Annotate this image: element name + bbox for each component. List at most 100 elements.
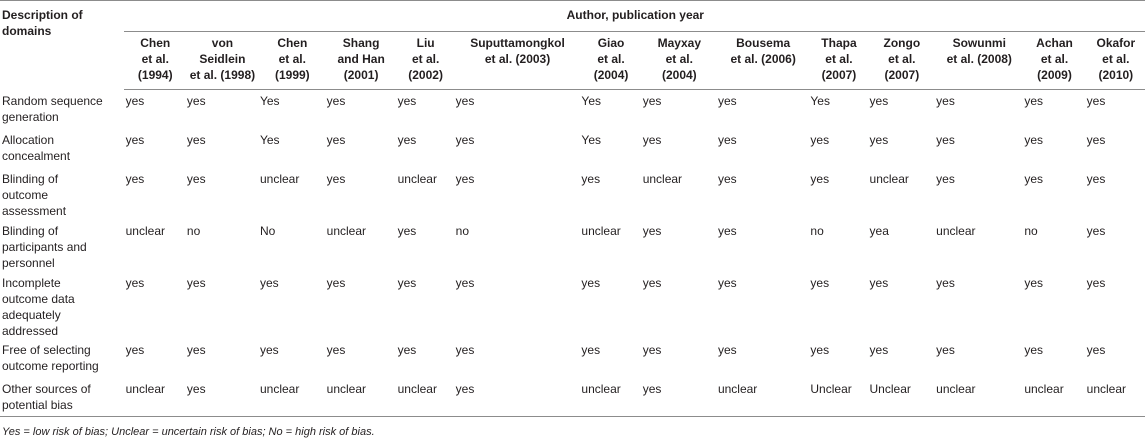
risk-value-cell: unclear xyxy=(123,377,185,417)
risk-value-cell: yes xyxy=(717,223,737,238)
header-row: Description of domains Author, publicati… xyxy=(0,0,1145,90)
table-body: Random sequence generation yes yes Yes yes ye… xyxy=(0,90,1145,417)
domain-label: Incomplete outcome data adequately addre… xyxy=(2,275,75,338)
risk-value-cell: unclear xyxy=(397,171,437,186)
domain-column-header: Description of domains xyxy=(0,0,124,90)
risk-value-cell: unclear xyxy=(395,377,454,417)
study-header: Liu et al. (2002) xyxy=(395,31,454,90)
risk-value-cell: yea xyxy=(869,223,889,238)
risk-value-cell: yes xyxy=(125,342,145,357)
risk-value-cell: yes xyxy=(186,342,206,357)
risk-value-cell: yes xyxy=(1086,171,1106,186)
risk-value-cell: yes xyxy=(717,275,737,290)
risk-value-cell: yes xyxy=(810,132,830,147)
risk-value-cell: unclear xyxy=(1084,377,1145,417)
risk-value-cell: yes xyxy=(642,275,662,290)
author-year-group-header: Author, publication year xyxy=(123,0,1145,32)
risk-value-cell: Yes xyxy=(581,94,601,108)
risk-value-cell: no xyxy=(810,223,824,238)
study-header: Suputtamongkol et al. (2003) xyxy=(453,31,580,90)
risk-value-cell: no xyxy=(455,223,469,238)
risk-value-cell: yes xyxy=(453,377,580,417)
risk-value-cell: yes xyxy=(1024,132,1044,147)
risk-value-cell: yes xyxy=(184,377,258,417)
study-header: Chen et al. (1999) xyxy=(257,31,325,90)
risk-value-cell: yes xyxy=(1024,94,1044,108)
risk-value-cell: yes xyxy=(397,223,417,238)
study-header: Shang and Han (2001) xyxy=(324,31,396,90)
risk-value-cell: yes xyxy=(1086,342,1106,357)
risk-value-cell: yes xyxy=(397,94,417,108)
risk-value-cell: yes xyxy=(186,275,206,290)
risk-value-cell: yes xyxy=(455,94,475,108)
domain-label: Blinding of outcome assessment xyxy=(2,171,67,218)
risk-value-cell: yes xyxy=(936,94,955,108)
risk-value-cell: No xyxy=(259,223,276,238)
risk-value-cell: unclear xyxy=(324,377,396,417)
risk-value-cell: unclear xyxy=(125,223,165,238)
risk-value-cell: unclear xyxy=(1022,377,1085,417)
risk-value-cell: yes xyxy=(810,342,830,357)
table-row: Allocation concealment yes yes Yes yes yes yes… xyxy=(0,129,1145,168)
study-header: Okafor et al. (2010) xyxy=(1084,31,1145,90)
risk-value-cell: unclear xyxy=(326,223,366,238)
risk-value-cell: yes xyxy=(455,275,475,290)
risk-value-cell: yes xyxy=(581,275,601,290)
table-row: Other sources of potential bias unclear ye… xyxy=(0,377,1145,417)
risk-value-cell: Yes xyxy=(581,132,601,147)
risk-value-cell: yes xyxy=(259,275,279,290)
risk-value-cell: Yes xyxy=(810,94,830,108)
table-row: Incomplete outcome data adequately addre… xyxy=(0,272,1145,339)
risk-value-cell: unclear xyxy=(259,171,300,186)
study-header: Sowunmi et al. (2008) xyxy=(934,31,1023,90)
risk-value-cell: yes xyxy=(125,132,145,147)
risk-value-cell: Unclear xyxy=(867,377,935,417)
risk-value-cell: yes xyxy=(810,171,830,186)
risk-of-bias-table: Description of domains Author, publicati… xyxy=(0,0,1145,417)
domain-label: Allocation concealment xyxy=(2,132,71,163)
domain-label: Free of selecting outcome reporting xyxy=(2,342,99,373)
risk-value-cell: yes xyxy=(1086,223,1106,238)
risk-value-cell: yes xyxy=(186,94,206,108)
risk-value-cell: no xyxy=(1024,223,1038,238)
risk-value-cell: yes xyxy=(326,94,346,108)
study-header: Zongo et al. (2007) xyxy=(867,31,935,90)
risk-value-cell: yes xyxy=(642,342,662,357)
table-row: Random sequence generation yes yes Yes yes ye… xyxy=(0,90,1145,129)
risk-value-cell: yes xyxy=(326,342,346,357)
risk-value-cell: yes xyxy=(810,275,830,290)
risk-value-cell: yes xyxy=(186,132,206,147)
risk-value-cell: yes xyxy=(186,171,206,186)
risk-value-cell: yes xyxy=(326,171,346,186)
risk-value-cell: yes xyxy=(936,132,955,147)
table-row: Free of selecting outcome reporting yes ye… xyxy=(0,339,1145,378)
risk-value-cell: yes xyxy=(1024,171,1044,186)
study-header: Chen et al. (1994) xyxy=(123,31,185,90)
risk-value-cell: yes xyxy=(640,377,716,417)
risk-value-cell: unclear xyxy=(869,171,909,186)
risk-value-cell: yes xyxy=(936,342,955,357)
risk-value-cell: yes xyxy=(642,94,662,108)
domain-label: Blinding of participants and personnel xyxy=(2,223,87,270)
risk-value-cell: yes xyxy=(869,342,889,357)
study-header: Mayxay et al. (2004) xyxy=(640,31,716,90)
table-row: Blinding of participants and personnel un… xyxy=(0,220,1145,272)
risk-value-cell: unclear xyxy=(579,377,641,417)
risk-value-cell: yes xyxy=(869,275,889,290)
risk-value-cell: unclear xyxy=(936,223,976,238)
risk-value-cell: yes xyxy=(259,342,279,357)
risk-value-cell: unclear xyxy=(581,223,621,238)
risk-value-cell: yes xyxy=(397,275,417,290)
risk-value-cell: yes xyxy=(642,223,662,238)
risk-value-cell: unclear xyxy=(715,377,809,417)
risk-value-cell: yes xyxy=(581,342,601,357)
domain-label: Random sequence generation xyxy=(2,93,103,124)
risk-value-cell: yes xyxy=(397,132,417,147)
risk-value-cell: yes xyxy=(125,275,145,290)
risk-value-cell: yes xyxy=(717,132,737,147)
study-header-row: Chen et al. (1994) von Seidlein et al. (1… xyxy=(0,31,1145,90)
risk-value-cell: yes xyxy=(125,94,145,108)
risk-value-cell: yes xyxy=(642,132,662,147)
risk-value-cell: yes xyxy=(869,132,889,147)
risk-value-cell: yes xyxy=(125,171,145,186)
